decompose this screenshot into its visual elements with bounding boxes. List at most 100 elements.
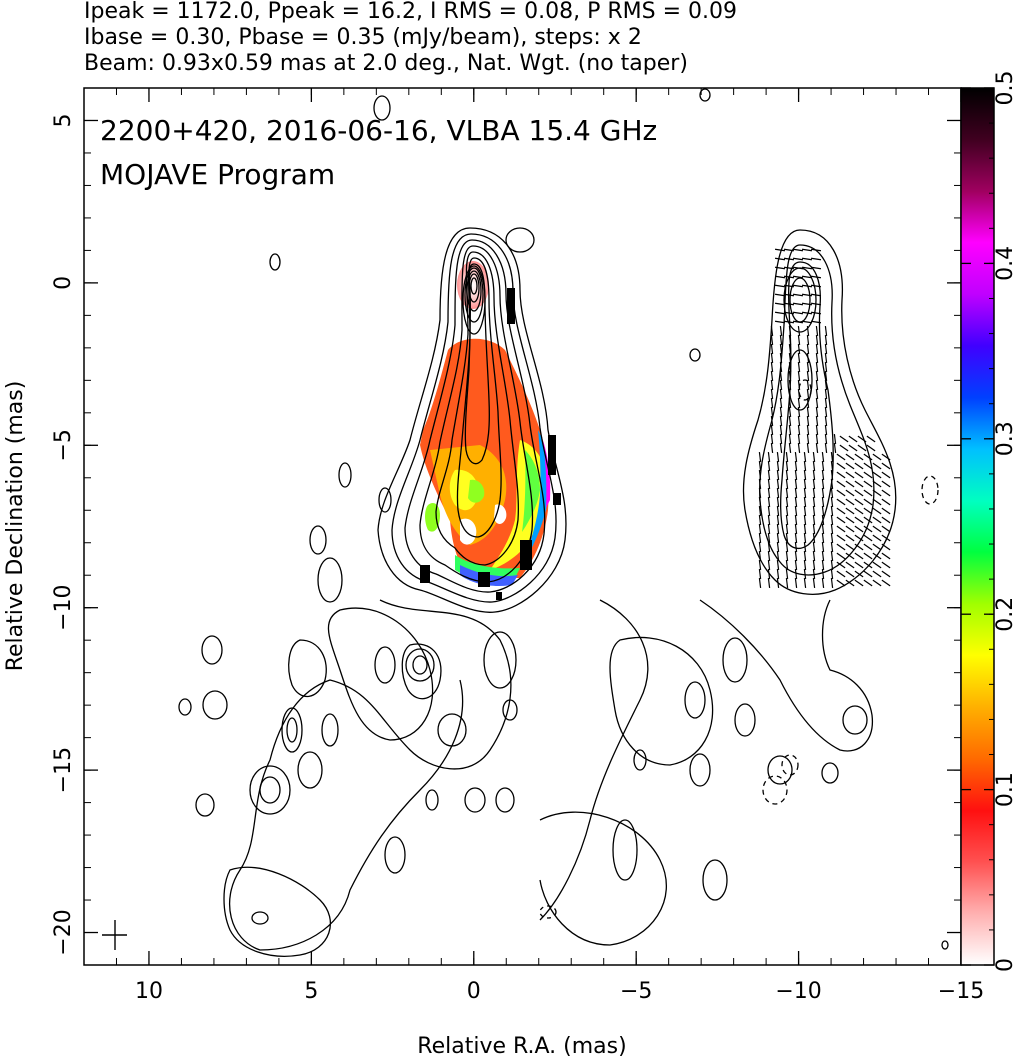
evpa-vector [836, 525, 846, 533]
evpa-vector [758, 532, 762, 544]
evpa-vector [806, 442, 810, 454]
evpa-vector [830, 478, 834, 490]
evpa-vector [845, 525, 855, 533]
evpa-vector [845, 453, 855, 461]
evpa-vector [830, 532, 834, 544]
evpa-vector [821, 514, 825, 526]
evpa-vector [812, 550, 816, 562]
evpa-vector [830, 559, 834, 571]
evpa-vector [779, 370, 783, 382]
polarization-vector-panel [539, 88, 949, 950]
evpa-vector [758, 496, 762, 508]
evpa-vector [779, 361, 783, 373]
y-axis-label: Relative Declination (mas) [3, 381, 28, 672]
evpa-vector [801, 257, 813, 261]
y-tick-label: 5 [51, 113, 76, 127]
evpa-vector [801, 311, 813, 315]
evpa-vector [779, 388, 783, 400]
evpa-vector [806, 415, 810, 427]
evpa-vector [779, 424, 783, 436]
evpa-vector [815, 388, 819, 400]
evpa-vector [815, 352, 819, 364]
evpa-vector [770, 397, 774, 409]
evpa-vector [797, 343, 801, 355]
evpa-vector [770, 334, 774, 346]
x-tick-label: −10 [775, 979, 821, 1004]
evpa-vector [758, 559, 762, 571]
evpa-vector [810, 293, 822, 297]
evpa-vector [776, 505, 780, 517]
evpa-vector [830, 451, 834, 463]
evpa-vector [815, 424, 819, 436]
evpa-vector [824, 388, 828, 400]
evpa-vector [812, 451, 816, 463]
evpa-vector [824, 352, 828, 364]
colorbar-tick-label: 0.4 [993, 246, 1018, 281]
evpa-vector [776, 451, 780, 463]
evpa-vector [785, 532, 789, 544]
evpa-vector [785, 487, 789, 499]
evpa-vector [810, 302, 822, 306]
evpa-vector [881, 498, 891, 506]
evpa-vector [797, 352, 801, 364]
evpa-vector [779, 406, 783, 418]
evpa-vector [881, 552, 891, 560]
evpa-vector [848, 435, 858, 443]
evpa-vector [881, 570, 891, 578]
evpa-vector [776, 559, 780, 571]
evpa-vector [758, 523, 762, 535]
evpa-vector [785, 505, 789, 517]
evpa-vector [797, 388, 801, 400]
evpa-vector [770, 442, 774, 454]
evpa-vector [794, 523, 798, 535]
evpa-vector [815, 442, 819, 454]
evpa-vector [803, 487, 807, 499]
evpa-vector [833, 433, 837, 445]
evpa-vector [803, 541, 807, 553]
evpa-vector [821, 532, 825, 544]
beam-marker [102, 920, 127, 950]
evpa-vector [803, 514, 807, 526]
colorbar-tick-label: 0.3 [993, 421, 1018, 456]
evpa-vector [758, 541, 762, 553]
evpa-vector [792, 320, 804, 324]
evpa-vector [863, 543, 873, 551]
evpa-vector [788, 406, 792, 418]
evpa-vector [863, 498, 873, 506]
evpa-vector [824, 433, 828, 445]
evpa-vector [812, 532, 816, 544]
evpa-vector [839, 435, 849, 443]
evpa-vector [857, 435, 867, 443]
evpa-vector [821, 478, 825, 490]
evpa-vector [812, 541, 816, 553]
evpa-vector [783, 257, 795, 261]
evpa-vector [803, 478, 807, 490]
evpa-vector [806, 352, 810, 364]
evpa-vector [767, 577, 771, 589]
evpa-vector [863, 489, 873, 497]
evpa-vector [797, 424, 801, 436]
evpa-vector [881, 480, 891, 488]
evpa-vector [801, 266, 813, 270]
evpa-vector [779, 379, 783, 391]
evpa-vector [792, 266, 804, 270]
evpa-vector [872, 453, 882, 461]
evpa-vector [845, 552, 855, 560]
evpa-vector [863, 453, 873, 461]
evpa-vector [767, 505, 771, 517]
evpa-vector [836, 462, 846, 470]
evpa-vector [803, 460, 807, 472]
evpa-vector [803, 577, 807, 589]
evpa-vector [785, 550, 789, 562]
evpa-vector [845, 471, 855, 479]
evpa-vector [854, 507, 864, 515]
colorbar-tick-label: 0.1 [993, 772, 1018, 807]
evpa-vector [785, 460, 789, 472]
evpa-vector [803, 451, 807, 463]
evpa-vector [758, 478, 762, 490]
evpa-vector [788, 424, 792, 436]
evpa-vector [783, 284, 795, 288]
evpa-vector [806, 343, 810, 355]
evpa-vector [801, 275, 813, 279]
evpa-vector [806, 334, 810, 346]
